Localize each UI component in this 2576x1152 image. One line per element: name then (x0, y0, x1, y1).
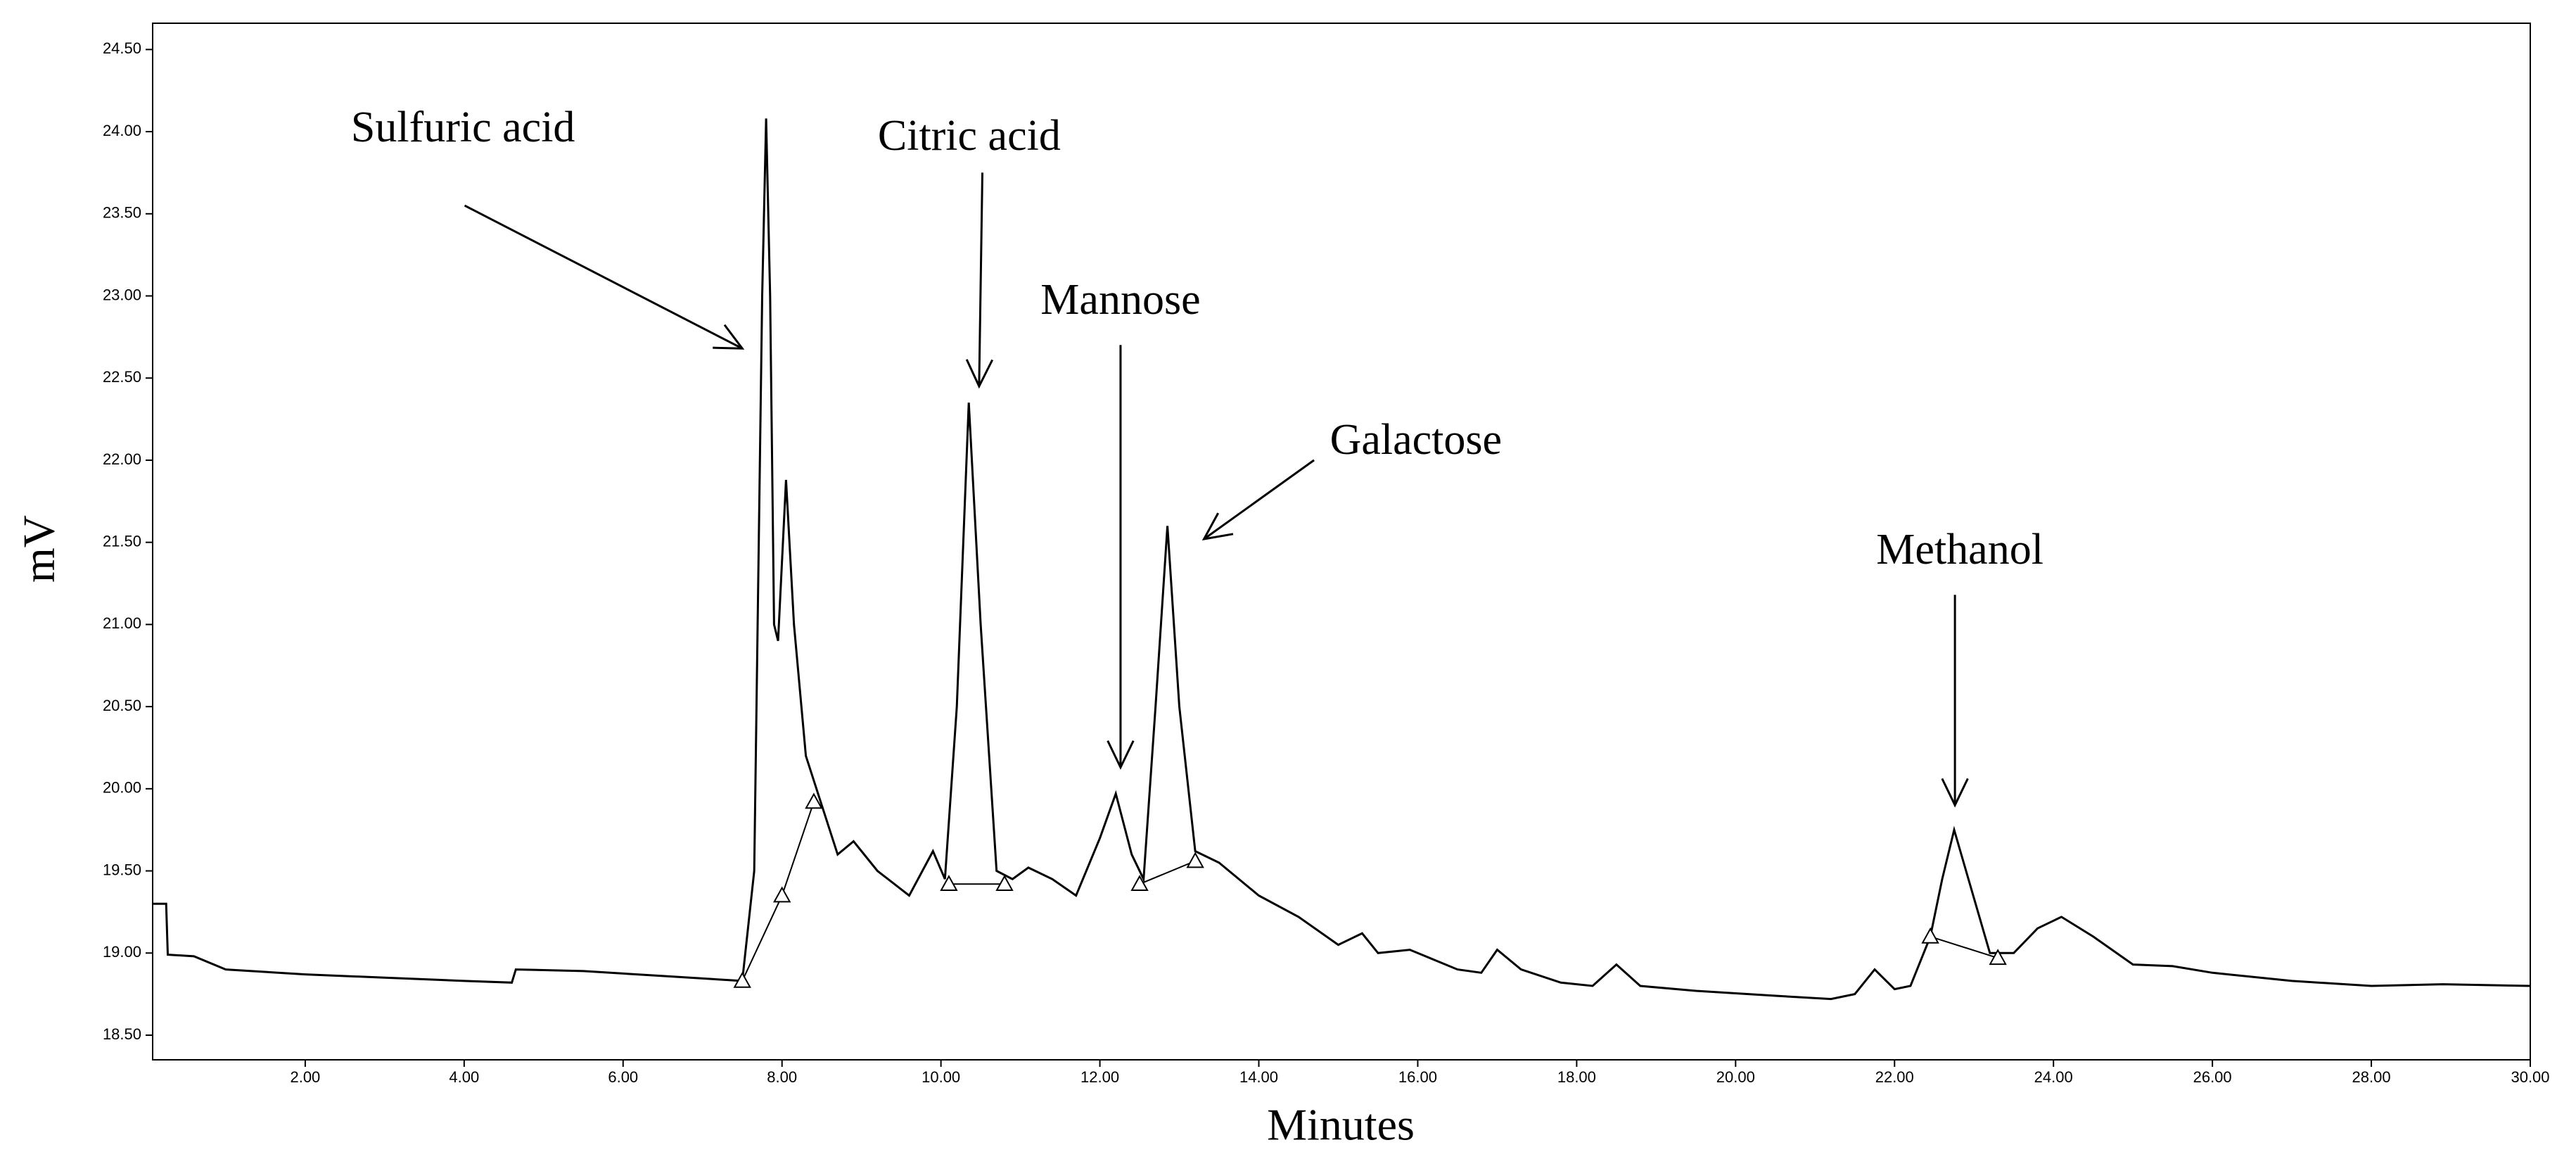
x-tick-label: 6.00 (608, 1068, 638, 1086)
annotation-arrowhead (713, 324, 745, 350)
baseline-marker (995, 875, 1014, 892)
annotation-arrowhead (1941, 778, 1969, 808)
baseline-marker (1130, 875, 1149, 892)
x-tick-label: 12.00 (1080, 1068, 1119, 1086)
x-tick-label: 20.00 (1716, 1068, 1755, 1086)
y-tick-label: 21.50 (103, 532, 141, 550)
x-tick-label: 8.00 (767, 1068, 797, 1086)
baseline-marker (940, 875, 958, 892)
y-tick-label: 22.00 (103, 450, 141, 468)
annotation-label: Sulfuric acid (351, 103, 575, 151)
trace-line (153, 118, 2531, 1001)
baseline-marker (1186, 852, 1204, 868)
y-tick-label: 23.00 (103, 286, 141, 303)
x-tick-label: 26.00 (2193, 1068, 2232, 1086)
annotation-arrowhead (1107, 740, 1135, 770)
annotation-label: Citric acid (878, 112, 1061, 160)
x-tick-label: 10.00 (922, 1068, 960, 1086)
baseline-marker (733, 971, 751, 988)
x-tick-label: 22.00 (1875, 1068, 1914, 1086)
y-tick-label: 20.00 (103, 779, 141, 797)
plot-frame (152, 23, 2531, 1061)
y-tick-label: 18.50 (103, 1025, 141, 1043)
x-tick-label: 2.00 (290, 1068, 320, 1086)
y-tick-label: 19.00 (103, 943, 141, 961)
x-tick-label: 24.00 (2034, 1068, 2073, 1086)
x-tick-label: 16.00 (1398, 1068, 1437, 1086)
annotation-arrowhead (965, 359, 994, 389)
baseline-marker (773, 886, 791, 903)
x-tick-label: 18.00 (1557, 1068, 1596, 1086)
x-tick-label: 28.00 (2352, 1068, 2391, 1086)
annotation-arrow (464, 204, 743, 350)
annotation-arrow (1203, 459, 1315, 540)
y-axis-label: mV (14, 515, 64, 583)
annotation-label: Mannose (1040, 276, 1200, 324)
baseline-marker (805, 792, 823, 809)
y-tick-label: 23.50 (103, 204, 141, 222)
x-tick-label: 14.00 (1239, 1068, 1278, 1086)
baseline-segment (1930, 935, 1998, 959)
baseline-marker (1921, 927, 1939, 944)
y-tick-label: 24.00 (103, 122, 141, 139)
baseline-segment (1139, 860, 1196, 885)
x-axis-label: Minutes (1267, 1100, 1415, 1148)
y-tick-label: 21.00 (103, 614, 141, 632)
baseline-marker (1989, 949, 2007, 966)
y-tick-label: 19.50 (103, 861, 141, 878)
annotation-arrowhead (1201, 512, 1234, 541)
annotation-label: Methanol (1876, 526, 2043, 574)
annotation-label: Galactose (1330, 416, 1502, 464)
annotation-arrow (978, 172, 984, 386)
y-tick-label: 20.50 (103, 697, 141, 714)
x-tick-label: 4.00 (449, 1068, 479, 1086)
x-tick-label: 30.00 (2511, 1068, 2549, 1086)
y-tick-label: 22.50 (103, 368, 141, 386)
y-tick-label: 24.50 (103, 39, 141, 57)
